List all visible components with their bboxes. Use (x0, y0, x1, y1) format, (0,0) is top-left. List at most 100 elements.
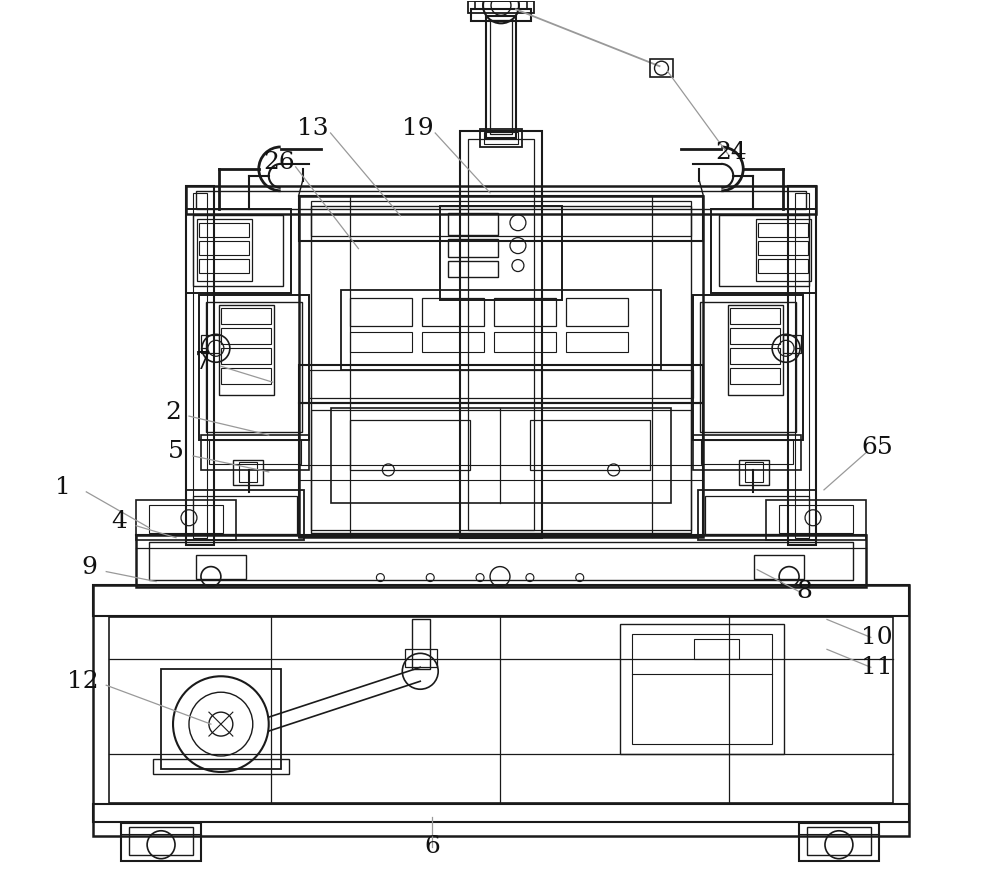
Bar (530, 420, 650, 470)
Text: 26: 26 (263, 151, 295, 174)
Text: 8: 8 (796, 580, 812, 603)
Bar (197, 219, 252, 281)
Bar (93, 804, 909, 822)
Bar (795, 193, 809, 538)
Bar (484, 132, 518, 144)
Bar (758, 241, 808, 255)
Text: 6: 6 (424, 835, 440, 858)
Text: 1: 1 (55, 476, 71, 499)
Bar (199, 223, 249, 236)
Bar (494, 298, 556, 327)
Bar (350, 298, 412, 327)
Bar (758, 223, 808, 236)
Bar (739, 460, 769, 485)
Bar (161, 669, 281, 769)
Text: 9: 9 (81, 556, 97, 579)
Bar (350, 333, 412, 352)
Bar (93, 585, 909, 617)
Bar (201, 335, 219, 353)
Bar (109, 618, 893, 803)
Bar (632, 635, 772, 744)
Bar (149, 542, 853, 580)
Bar (693, 296, 803, 440)
Bar (566, 333, 628, 352)
Bar (299, 196, 703, 241)
Bar (136, 500, 236, 540)
Bar (299, 404, 703, 536)
Bar (331, 408, 671, 503)
Bar (199, 258, 249, 273)
Text: 13: 13 (297, 118, 328, 141)
Bar (93, 585, 909, 835)
Bar (758, 258, 808, 273)
Bar (309, 370, 693, 398)
Text: 2: 2 (165, 401, 181, 424)
Bar (196, 555, 246, 579)
Bar (728, 305, 783, 395)
Bar (153, 759, 289, 774)
Bar (221, 349, 271, 365)
Bar (201, 435, 309, 470)
Bar (311, 205, 691, 533)
Bar (693, 435, 801, 470)
Text: 65: 65 (861, 436, 893, 459)
Bar (468, 139, 534, 530)
Bar (754, 555, 804, 579)
Bar (196, 191, 806, 209)
Bar (149, 504, 223, 533)
Bar (730, 349, 780, 365)
Bar (299, 196, 703, 536)
Bar (422, 298, 484, 327)
Bar (471, 10, 531, 21)
Bar (422, 333, 484, 352)
Bar (766, 500, 866, 540)
Bar (448, 260, 498, 276)
Bar (719, 215, 809, 287)
Bar (186, 186, 214, 544)
Text: 10: 10 (861, 626, 893, 649)
Bar (193, 215, 283, 287)
Bar (783, 335, 801, 353)
Bar (350, 420, 470, 470)
Bar (700, 303, 796, 432)
Bar (788, 186, 816, 544)
Bar (799, 823, 879, 861)
Bar (239, 462, 257, 481)
Bar (730, 368, 780, 384)
Text: 19: 19 (402, 118, 434, 141)
Bar (412, 620, 430, 669)
Bar (468, 2, 534, 13)
Text: 7: 7 (195, 350, 211, 373)
Bar (480, 129, 522, 147)
Bar (460, 131, 542, 538)
Bar (136, 535, 866, 587)
Bar (299, 366, 703, 404)
Bar (730, 328, 780, 344)
Bar (440, 205, 562, 300)
Bar (705, 496, 809, 534)
Bar (221, 368, 271, 384)
Bar (129, 827, 193, 855)
Bar (209, 440, 301, 464)
Bar (341, 290, 661, 370)
Bar (698, 490, 816, 540)
Bar (405, 650, 437, 667)
Bar (701, 440, 793, 464)
Bar (807, 827, 871, 855)
Bar (186, 186, 816, 213)
Bar (711, 209, 816, 294)
Bar (311, 201, 691, 235)
Bar (121, 823, 201, 861)
Bar (186, 209, 291, 294)
Text: 11: 11 (861, 656, 893, 679)
Bar (219, 305, 274, 395)
Bar (448, 239, 498, 257)
Bar (448, 212, 498, 235)
Bar (193, 496, 297, 534)
Bar (490, 20, 512, 134)
Bar (311, 410, 691, 530)
Bar (221, 328, 271, 344)
Bar (779, 504, 853, 533)
Bar (620, 625, 784, 754)
Bar (730, 308, 780, 325)
